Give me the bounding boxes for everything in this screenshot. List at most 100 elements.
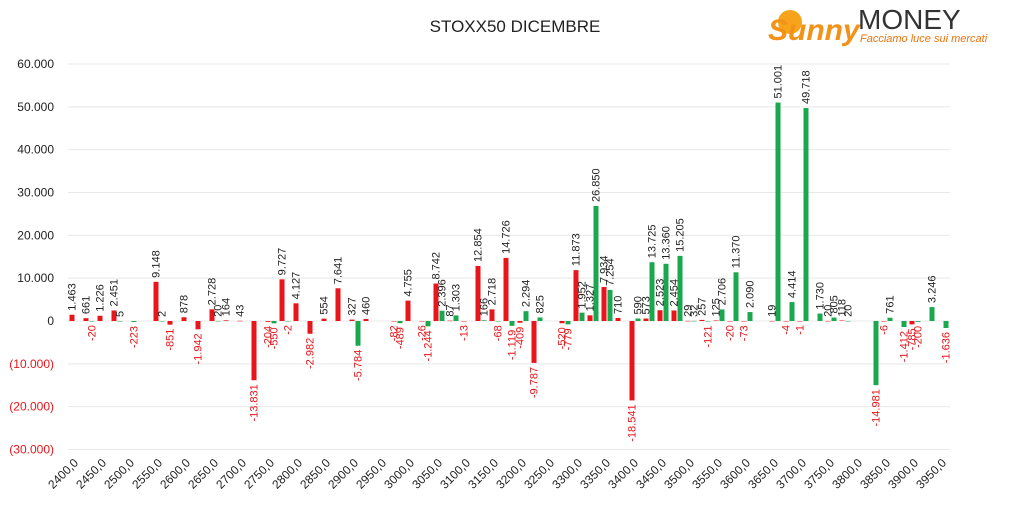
data-label: 20 xyxy=(213,305,225,317)
data-label: -6 xyxy=(879,325,891,335)
bar xyxy=(537,317,543,321)
bar xyxy=(117,320,123,322)
bar xyxy=(195,321,201,330)
bar xyxy=(209,309,215,321)
data-label: -82 xyxy=(389,325,401,341)
x-tick-label: 3800,0 xyxy=(829,455,865,491)
data-label: -550 xyxy=(269,327,281,349)
data-label: 4.755 xyxy=(403,269,415,297)
logo-name: MONEY xyxy=(858,4,961,35)
data-label: 4.414 xyxy=(787,271,799,299)
bar xyxy=(419,321,425,322)
data-label: -779 xyxy=(563,328,575,350)
data-label: 8.742 xyxy=(431,252,443,280)
bar xyxy=(349,319,355,321)
x-tick-label: 2750,0 xyxy=(241,455,277,491)
bar xyxy=(559,321,565,324)
data-label: 20 xyxy=(823,305,835,317)
x-tick-label: 2800,0 xyxy=(269,455,305,491)
bar xyxy=(685,320,691,322)
data-label: 20 xyxy=(843,305,855,317)
data-label: 554 xyxy=(319,296,331,314)
data-label: 2.451 xyxy=(109,279,121,307)
y-tick-label: 60.000 xyxy=(17,57,54,71)
data-label: 1.730 xyxy=(815,282,827,310)
data-label: -13.831 xyxy=(249,384,261,421)
data-label: 2.396 xyxy=(437,279,449,307)
x-tick-label: 3750,0 xyxy=(801,455,837,491)
bar xyxy=(649,262,655,321)
bar xyxy=(825,320,831,322)
data-label: 590 xyxy=(633,296,645,314)
bar xyxy=(727,321,733,322)
data-label: -1 xyxy=(795,325,807,335)
data-label: 15.205 xyxy=(675,218,687,252)
logo-tagline: Facciamo luce sui mercati xyxy=(860,33,988,45)
bar xyxy=(131,321,137,322)
bar xyxy=(523,311,529,321)
data-label: -785 xyxy=(907,328,919,350)
bar xyxy=(671,310,677,321)
bar xyxy=(111,310,117,321)
bar xyxy=(335,288,341,321)
bar xyxy=(663,263,669,321)
x-tick-label: 2450,0 xyxy=(73,455,109,491)
bar xyxy=(873,321,879,386)
x-tick-label: 3100,0 xyxy=(437,455,473,491)
data-label: 29 xyxy=(683,305,695,317)
bar xyxy=(321,318,327,321)
data-label: -5.784 xyxy=(353,350,365,381)
bar xyxy=(215,320,221,322)
bar xyxy=(783,321,789,322)
bar xyxy=(769,320,775,322)
logo: Sunny MONEY Facciamo luce sui mercati xyxy=(768,4,988,47)
bar xyxy=(657,310,663,321)
data-label: -4 xyxy=(781,325,793,335)
bar xyxy=(167,321,173,325)
data-label: -121 xyxy=(703,326,715,348)
data-label: 2.706 xyxy=(717,278,729,306)
data-label: 166 xyxy=(479,298,491,316)
bar xyxy=(881,321,887,322)
bar xyxy=(615,317,621,321)
data-label: 12.854 xyxy=(473,228,485,262)
data-label: 805 xyxy=(829,295,841,313)
bar xyxy=(565,321,571,325)
bar xyxy=(593,205,599,321)
bar xyxy=(307,321,313,334)
bar xyxy=(817,313,823,321)
x-tick-label: 2850,0 xyxy=(297,455,333,491)
data-label: 13.360 xyxy=(661,226,673,260)
data-label: 43 xyxy=(235,305,247,317)
data-label: 5 xyxy=(115,311,127,317)
x-tick-label: 3650,0 xyxy=(745,455,781,491)
bar xyxy=(579,312,585,321)
data-label: 327 xyxy=(346,297,358,315)
x-tick-label: 3550,0 xyxy=(689,455,725,491)
bar xyxy=(481,320,487,321)
logo-brand: Sunny xyxy=(768,14,861,47)
bar xyxy=(803,108,809,322)
data-label: 2.294 xyxy=(521,280,533,308)
data-label: 11.370 xyxy=(731,235,743,268)
y-tick-label: (20.000) xyxy=(9,400,54,414)
bar xyxy=(677,255,683,321)
data-label: -1.119 xyxy=(507,330,519,360)
bar xyxy=(517,321,523,323)
data-label: 7.934 xyxy=(599,255,611,283)
bar xyxy=(713,320,719,321)
bar xyxy=(391,321,397,322)
data-label: -204 xyxy=(263,326,275,348)
data-label: -489 xyxy=(395,327,407,349)
x-tick-label: 3700,0 xyxy=(773,455,809,491)
x-tick-label: 3200,0 xyxy=(493,455,529,491)
bar xyxy=(453,315,459,321)
bar xyxy=(643,318,649,321)
chart-title: STOXX50 DICEMBRE xyxy=(430,17,601,36)
data-label: -68 xyxy=(493,325,505,341)
bar xyxy=(355,321,361,346)
x-tick-label: 3900,0 xyxy=(885,455,921,491)
data-label: 1.226 xyxy=(95,284,107,312)
x-tick-label: 2950,0 xyxy=(353,455,389,491)
